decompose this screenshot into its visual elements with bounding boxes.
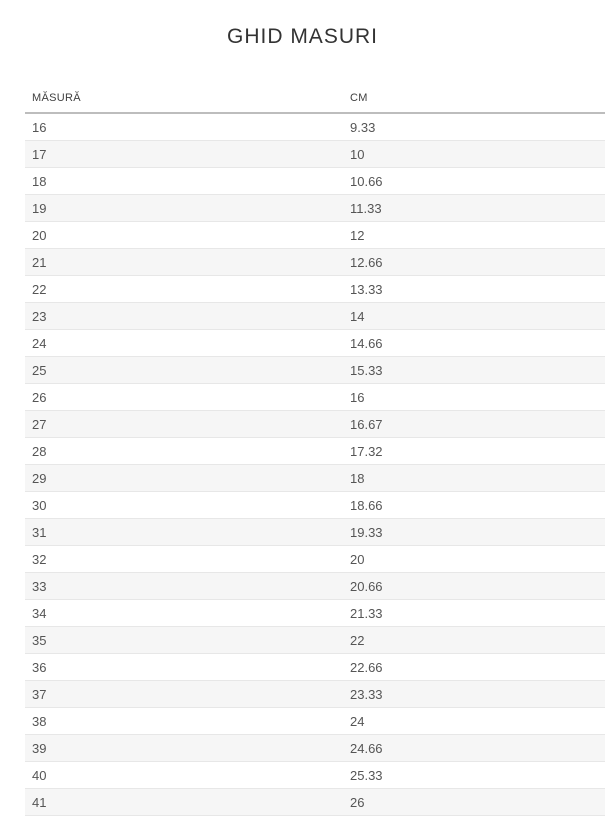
cm-cell: 18.66 <box>350 491 605 519</box>
table-row: 32 20 <box>25 545 605 573</box>
table-row: 36 22.66 <box>25 653 605 681</box>
table-row: 40 25.33 <box>25 761 605 789</box>
cm-cell: 13.33 <box>350 275 605 303</box>
cm-cell: 16 <box>350 383 605 411</box>
size-cell: 33 <box>25 572 350 600</box>
table-row: 17 10 <box>25 140 605 168</box>
cm-cell: 12 <box>350 221 605 249</box>
size-cell: 37 <box>25 680 350 708</box>
cm-cell: 24 <box>350 707 605 735</box>
size-cell: 18 <box>25 167 350 195</box>
table-row: 26 16 <box>25 383 605 411</box>
cm-cell: 25.33 <box>350 761 605 789</box>
table-row: 16 9.33 <box>25 113 605 141</box>
size-cell: 38 <box>25 707 350 735</box>
cm-cell: 24.66 <box>350 734 605 762</box>
cm-cell: 10.66 <box>350 167 605 195</box>
size-cell: 27 <box>25 410 350 438</box>
table-row: 24 14.66 <box>25 329 605 357</box>
size-table-body: 16 9.33 17 10 18 10.66 19 11.33 20 12 21 12.66 22 13.… <box>25 113 605 816</box>
column-header-size: MĂSURĂ <box>25 87 350 114</box>
size-guide-table: MĂSURĂ CM 16 9.33 17 10 18 10.66 19 11.33 20 12 21… <box>25 87 605 816</box>
table-row: 38 24 <box>25 707 605 735</box>
header-row: MĂSURĂ CM <box>25 87 605 114</box>
size-cell: 30 <box>25 491 350 519</box>
cm-cell: 19.33 <box>350 518 605 546</box>
table-row: 41 26 <box>25 788 605 816</box>
size-cell: 21 <box>25 248 350 276</box>
table-row: 37 23.33 <box>25 680 605 708</box>
table-row: 31 19.33 <box>25 518 605 546</box>
table-row: 39 24.66 <box>25 734 605 762</box>
size-cell: 17 <box>25 140 350 168</box>
cm-cell: 17.32 <box>350 437 605 465</box>
cm-cell: 12.66 <box>350 248 605 276</box>
cm-cell: 9.33 <box>350 113 605 141</box>
table-row: 27 16.67 <box>25 410 605 438</box>
size-cell: 31 <box>25 518 350 546</box>
size-cell: 34 <box>25 599 350 627</box>
cm-cell: 15.33 <box>350 356 605 384</box>
table-row: 19 11.33 <box>25 194 605 222</box>
size-cell: 20 <box>25 221 350 249</box>
size-cell: 36 <box>25 653 350 681</box>
size-cell: 22 <box>25 275 350 303</box>
table-row: 34 21.33 <box>25 599 605 627</box>
table-row: 30 18.66 <box>25 491 605 519</box>
size-cell: 28 <box>25 437 350 465</box>
table-row: 28 17.32 <box>25 437 605 465</box>
cm-cell: 20.66 <box>350 572 605 600</box>
cm-cell: 22.66 <box>350 653 605 681</box>
cm-cell: 16.67 <box>350 410 605 438</box>
cm-cell: 18 <box>350 464 605 492</box>
cm-cell: 14.66 <box>350 329 605 357</box>
cm-cell: 11.33 <box>350 194 605 222</box>
cm-cell: 23.33 <box>350 680 605 708</box>
cm-cell: 10 <box>350 140 605 168</box>
size-cell: 25 <box>25 356 350 384</box>
table-row: 22 13.33 <box>25 275 605 303</box>
size-cell: 35 <box>25 626 350 654</box>
size-cell: 19 <box>25 194 350 222</box>
cm-cell: 21.33 <box>350 599 605 627</box>
table-row: 33 20.66 <box>25 572 605 600</box>
size-cell: 40 <box>25 761 350 789</box>
size-cell: 41 <box>25 788 350 816</box>
size-table-header: MĂSURĂ CM <box>25 87 605 114</box>
table-row: 25 15.33 <box>25 356 605 384</box>
size-cell: 23 <box>25 302 350 330</box>
table-row: 21 12.66 <box>25 248 605 276</box>
table-row: 35 22 <box>25 626 605 654</box>
cm-cell: 20 <box>350 545 605 573</box>
size-cell: 32 <box>25 545 350 573</box>
size-cell: 16 <box>25 113 350 141</box>
size-cell: 39 <box>25 734 350 762</box>
table-row: 29 18 <box>25 464 605 492</box>
table-row: 20 12 <box>25 221 605 249</box>
size-cell: 26 <box>25 383 350 411</box>
table-row: 23 14 <box>25 302 605 330</box>
size-cell: 29 <box>25 464 350 492</box>
cm-cell: 26 <box>350 788 605 816</box>
column-header-cm: CM <box>350 87 605 114</box>
size-cell: 24 <box>25 329 350 357</box>
cm-cell: 22 <box>350 626 605 654</box>
page-title: GHID MASURI <box>226 25 378 48</box>
table-row: 18 10.66 <box>25 167 605 195</box>
cm-cell: 14 <box>350 302 605 330</box>
